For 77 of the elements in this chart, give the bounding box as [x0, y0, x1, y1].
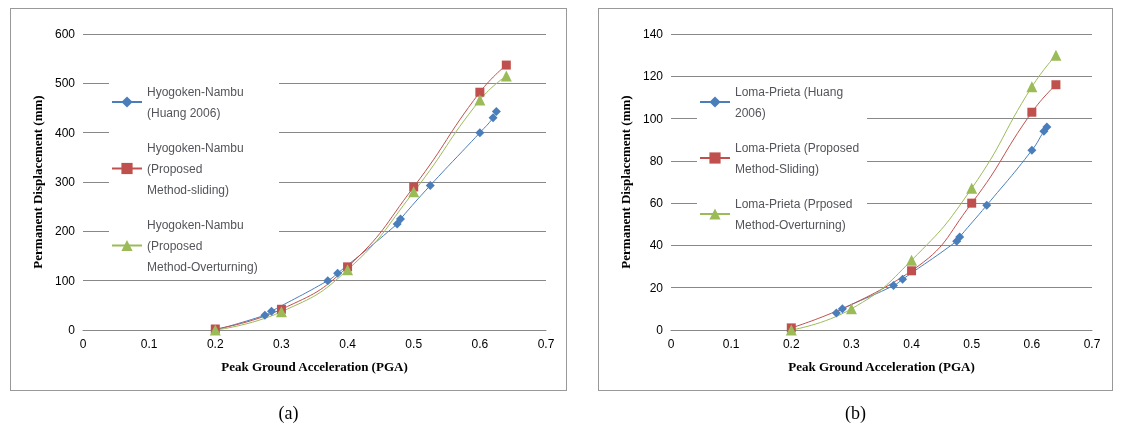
x-tick-label: 0.3 — [843, 337, 861, 351]
y-tick-label: 0 — [68, 323, 76, 337]
y-tick-label: 200 — [54, 224, 76, 239]
legend-label: Hyogoken-Nambu (Proposed Method-sliding) — [147, 140, 248, 197]
point — [475, 87, 485, 97]
point — [488, 113, 498, 123]
point — [267, 306, 277, 316]
x-tick-label: 0.3 — [273, 337, 291, 351]
point — [966, 182, 978, 194]
y-axis-title: Permanent Displacement (mm) — [30, 95, 46, 269]
x-tick-label: 0.7 — [537, 337, 555, 351]
point — [501, 60, 511, 70]
y-tick-label: 20 — [649, 280, 664, 295]
legend-label: Hyogoken-Nambu (Proposed Method-Overturning) — [147, 217, 258, 274]
point — [491, 106, 501, 116]
point — [260, 310, 270, 320]
y-axis-title: Permanent Displacement (mm) — [618, 95, 634, 269]
point — [982, 200, 992, 210]
y-tick-label: 300 — [54, 175, 76, 189]
point — [333, 268, 343, 278]
point — [1026, 81, 1038, 93]
point — [907, 266, 917, 276]
point — [474, 94, 486, 106]
point — [1027, 145, 1037, 155]
point — [342, 264, 354, 276]
point — [395, 214, 405, 224]
x-tick-label: 0.7 — [1083, 337, 1101, 351]
point — [500, 70, 512, 82]
point — [889, 281, 899, 291]
point — [408, 186, 420, 198]
y-tick-label: 0 — [656, 323, 664, 337]
x-axis-title: Peak Ground Acceleration (PGA) — [788, 359, 975, 374]
point — [1042, 122, 1052, 132]
point — [275, 306, 287, 318]
x-tick-label: 0 — [667, 337, 675, 351]
x-tick-label: 0.4 — [339, 337, 357, 351]
x-tick-label: 0.5 — [405, 337, 423, 351]
text: (a) — [277, 403, 300, 424]
x-axis-title: Peak Ground Acceleration (PGA) — [221, 359, 408, 374]
x-tick-label: 0.6 — [1023, 337, 1041, 351]
point — [906, 254, 918, 266]
legend-label: Hyogoken-Nambu (Huang 2006) — [147, 84, 248, 120]
point — [425, 180, 435, 190]
point — [845, 303, 857, 315]
y-tick-label: 500 — [54, 76, 76, 91]
legend-label: Loma-Prieta (Prposed Method-Overturning) — [735, 196, 856, 232]
x-tick-label: 0 — [79, 337, 87, 351]
y-tick-label: 100 — [642, 111, 664, 126]
point — [475, 128, 485, 138]
y-tick-label: 100 — [54, 273, 76, 288]
point — [967, 198, 977, 208]
point — [898, 274, 908, 284]
legend-label: Loma-Prieta (Huang 2006) — [735, 84, 847, 120]
point — [1051, 80, 1061, 90]
point — [952, 236, 962, 246]
x-tick-label: 0.2 — [206, 337, 224, 351]
y-tick-label: 400 — [54, 125, 76, 140]
y-tick-label: 40 — [649, 238, 664, 253]
point — [1050, 49, 1062, 61]
x-tick-label: 0.5 — [963, 337, 981, 351]
point — [323, 276, 333, 286]
point — [1027, 107, 1037, 117]
x-tick-label: 0.2 — [782, 337, 800, 351]
y-tick-label: 60 — [649, 196, 664, 211]
y-tick-label: 600 — [54, 27, 76, 41]
x-tick-label: 0.4 — [903, 337, 921, 351]
point — [837, 304, 847, 314]
y-tick-label: 140 — [642, 27, 664, 41]
point — [955, 232, 965, 242]
x-tick-label: 0.1 — [140, 337, 158, 351]
text: (b) — [844, 403, 867, 424]
legend-label: Loma-Prieta (Proposed Method-Sliding) — [735, 140, 863, 176]
x-tick-label: 0.1 — [722, 337, 740, 351]
y-tick-label: 120 — [642, 69, 664, 84]
y-tick-label: 80 — [649, 153, 664, 168]
x-tick-label: 0.6 — [471, 337, 489, 351]
point — [831, 308, 841, 318]
